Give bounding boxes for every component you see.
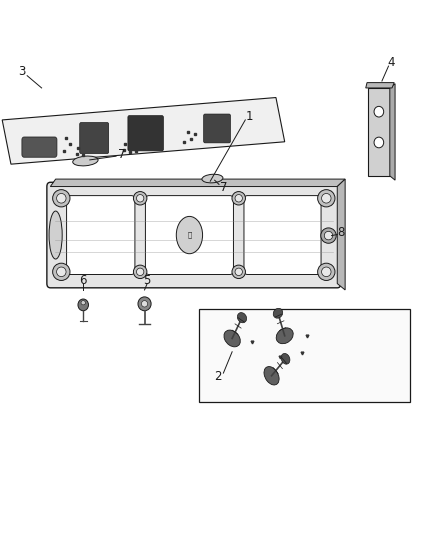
Ellipse shape (134, 191, 147, 205)
Ellipse shape (321, 193, 331, 203)
Polygon shape (337, 179, 345, 290)
FancyBboxPatch shape (67, 196, 135, 274)
Text: 6: 6 (79, 274, 87, 287)
Ellipse shape (318, 190, 335, 207)
Ellipse shape (281, 353, 290, 364)
FancyBboxPatch shape (47, 182, 341, 288)
Ellipse shape (232, 191, 245, 205)
Ellipse shape (235, 195, 242, 202)
Ellipse shape (321, 228, 336, 243)
Ellipse shape (49, 211, 62, 259)
Ellipse shape (53, 263, 70, 280)
Text: 7: 7 (219, 181, 227, 194)
Polygon shape (50, 179, 345, 187)
Text: 8: 8 (337, 227, 344, 239)
Text: 2: 2 (214, 370, 222, 383)
FancyBboxPatch shape (22, 137, 57, 157)
Ellipse shape (224, 330, 240, 347)
Text: 4: 4 (387, 56, 395, 69)
Ellipse shape (57, 193, 66, 203)
Ellipse shape (137, 195, 144, 202)
Ellipse shape (53, 190, 70, 207)
Ellipse shape (138, 297, 151, 311)
FancyBboxPatch shape (244, 196, 321, 274)
Ellipse shape (321, 267, 331, 277)
FancyBboxPatch shape (199, 309, 410, 402)
Ellipse shape (237, 312, 247, 323)
Ellipse shape (264, 367, 279, 385)
FancyBboxPatch shape (128, 116, 163, 151)
Ellipse shape (137, 268, 144, 276)
Ellipse shape (374, 107, 384, 117)
Ellipse shape (141, 301, 148, 307)
Ellipse shape (57, 267, 66, 277)
Text: 5: 5 (144, 274, 151, 287)
Ellipse shape (235, 268, 242, 276)
Text: 7: 7 (117, 148, 125, 161)
Ellipse shape (318, 263, 335, 280)
FancyBboxPatch shape (204, 114, 230, 143)
Polygon shape (390, 84, 395, 180)
Ellipse shape (134, 265, 147, 279)
Ellipse shape (81, 301, 85, 305)
Ellipse shape (276, 328, 293, 344)
Ellipse shape (202, 174, 223, 183)
Ellipse shape (324, 231, 333, 240)
Polygon shape (366, 83, 394, 88)
FancyBboxPatch shape (80, 123, 109, 154)
Ellipse shape (78, 299, 88, 311)
Ellipse shape (73, 156, 98, 166)
Ellipse shape (176, 216, 202, 254)
Text: 3: 3 (18, 66, 25, 78)
Ellipse shape (232, 265, 245, 279)
FancyBboxPatch shape (368, 88, 390, 176)
Text: 🐏: 🐏 (187, 232, 191, 238)
Text: 1: 1 (246, 110, 254, 123)
Ellipse shape (374, 137, 384, 148)
Polygon shape (2, 98, 285, 164)
FancyBboxPatch shape (145, 196, 233, 274)
Ellipse shape (273, 308, 283, 318)
